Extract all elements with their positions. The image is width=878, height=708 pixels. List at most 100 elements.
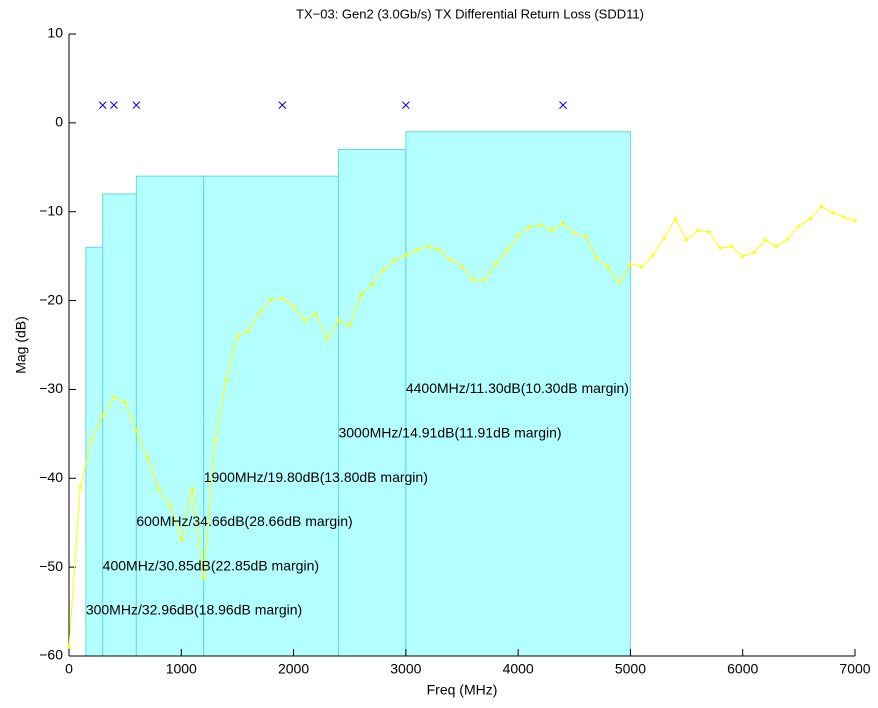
data-point (550, 228, 554, 232)
data-point (213, 438, 217, 442)
mask-bar (405, 131, 631, 657)
x-axis-label: Freq (MHz) (427, 682, 498, 698)
data-point (291, 305, 296, 309)
y-tick-label: −60 (39, 647, 63, 663)
mask-bar (102, 193, 137, 657)
data-point (527, 225, 531, 229)
mask-bar (203, 175, 339, 657)
data-point (595, 256, 599, 260)
x-tick-label: 5000 (615, 661, 646, 677)
x-tick-label: 6000 (727, 661, 758, 677)
data-point (202, 576, 206, 580)
annotation: 300MHz/32.96dB(18.96dB margin) (86, 602, 302, 618)
limit-marker (110, 101, 118, 109)
x-tick-label: 7000 (839, 661, 870, 677)
data-point (449, 258, 453, 262)
data-point (628, 262, 633, 266)
data-point (853, 219, 857, 223)
data-point (134, 429, 138, 433)
data-point (729, 244, 734, 248)
data-point (617, 281, 621, 285)
data-point (482, 278, 487, 282)
data-point (673, 217, 677, 221)
data-point (662, 236, 666, 240)
y-tick-label: 0 (55, 114, 63, 130)
limit-marker (98, 101, 107, 109)
data-point (314, 312, 318, 316)
data-point (516, 234, 520, 238)
data-point (146, 456, 150, 460)
y-tick-label: −40 (39, 469, 63, 485)
data-point (539, 223, 543, 227)
data-point (336, 318, 341, 322)
annotation: 400MHz/30.85dB(22.85dB margin) (103, 557, 319, 573)
data-point (348, 323, 352, 328)
data-point (786, 237, 790, 241)
y-tick-label: −50 (39, 558, 63, 574)
data-point (684, 238, 689, 242)
limit-marker (402, 101, 410, 109)
data-point (830, 211, 835, 215)
data-point (471, 278, 475, 282)
x-tick-label: 1000 (166, 661, 197, 677)
data-point (640, 265, 644, 269)
data-point (359, 293, 363, 297)
data-point (303, 318, 307, 322)
data-point (370, 282, 374, 287)
x-tick-label: 0 (65, 661, 73, 677)
y-tick-label: −20 (39, 291, 63, 307)
annotation: 4400MHz/11.30dB(10.30dB margin) (406, 380, 629, 396)
limit-marker (278, 101, 287, 109)
data-point (741, 254, 745, 258)
data-point (235, 334, 240, 338)
data-point (381, 268, 385, 272)
data-point (112, 395, 116, 399)
data-point (651, 253, 655, 257)
data-point (280, 297, 284, 301)
x-tick-label: 3000 (390, 661, 421, 677)
data-point (437, 248, 442, 252)
data-point (808, 217, 812, 221)
data-point (819, 204, 823, 208)
annotation: 600MHz/34.66dB(28.66dB margin) (136, 513, 352, 529)
data-point (707, 230, 711, 234)
data-point (168, 503, 172, 507)
data-point (505, 249, 509, 253)
data-point (325, 337, 329, 341)
data-point (752, 250, 756, 255)
annotation: 1900MHz/19.80dB(13.80dB margin) (204, 469, 428, 485)
data-point (718, 246, 722, 250)
data-point (842, 215, 846, 219)
data-point (494, 262, 498, 266)
data-point (157, 487, 161, 491)
data-point (123, 401, 127, 405)
mask-bar (135, 175, 205, 657)
data-point (224, 378, 228, 383)
data-point (572, 231, 576, 235)
data-point (415, 248, 419, 252)
data-point (583, 234, 588, 239)
data-point (696, 228, 700, 232)
data-point (460, 265, 464, 269)
y-tick-label: 10 (47, 25, 63, 41)
y-tick-label: −10 (39, 202, 63, 218)
data-point (67, 645, 71, 649)
data-point (258, 310, 262, 314)
data-point (269, 298, 273, 302)
annotation: 3000MHz/14.91dB(11.91dB margin) (338, 425, 561, 441)
x-tick-label: 4000 (503, 661, 534, 677)
data-point (190, 487, 195, 491)
data-point (179, 538, 183, 543)
data-point (101, 414, 105, 418)
data-point (763, 238, 767, 242)
data-point (797, 224, 801, 228)
data-point (606, 265, 610, 269)
data-point (89, 438, 94, 442)
y-axis-label: Mag (dB) (13, 316, 29, 374)
data-point (247, 329, 251, 333)
data-point (393, 258, 397, 262)
data-point (561, 221, 565, 225)
data-point (774, 244, 779, 248)
data-point (404, 253, 408, 257)
